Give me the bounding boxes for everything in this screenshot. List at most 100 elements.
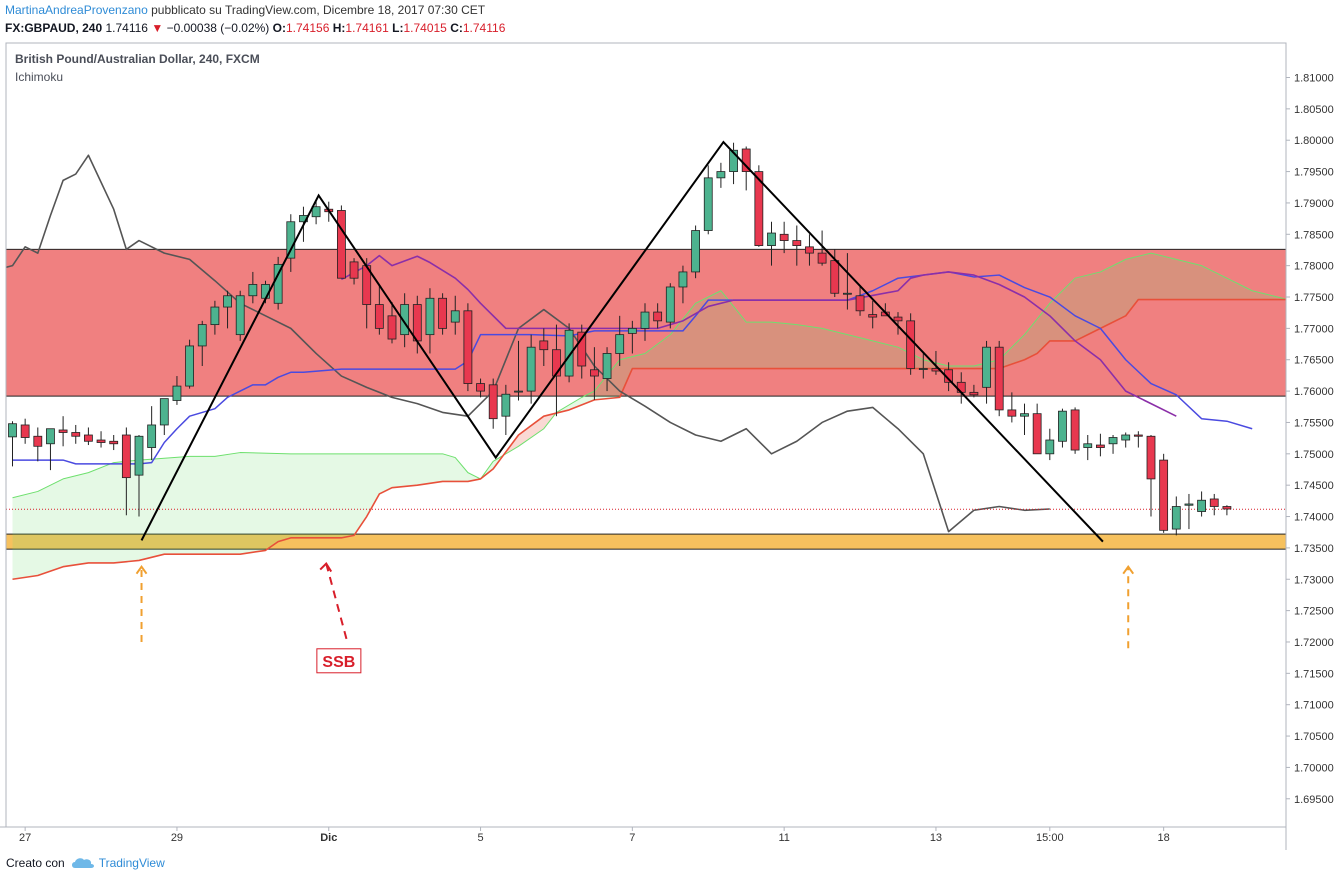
candle-body	[754, 171, 764, 246]
price-tick-label: 1.80500	[1294, 104, 1334, 116]
price-tick-label: 1.70000	[1294, 762, 1334, 774]
price-tick-label: 1.70500	[1294, 731, 1334, 743]
candle-body	[1032, 413, 1042, 455]
price-tick-label: 1.79000	[1294, 198, 1334, 210]
price-tick-label: 1.74500	[1294, 480, 1334, 492]
candle-body	[577, 331, 587, 367]
candle-body	[640, 311, 650, 329]
indicator-label[interactable]: Ichimoku	[15, 70, 64, 84]
candle-body	[729, 149, 738, 172]
price-tick-label: 1.80000	[1294, 135, 1334, 147]
down-triangle-icon: ▼	[151, 21, 164, 35]
price-tick-label: 1.74000	[1294, 512, 1334, 524]
price-tick-label: 1.77000	[1294, 323, 1334, 335]
price-tick-label: 1.76500	[1294, 355, 1334, 367]
ichimoku-lines-layer	[6, 154, 1286, 581]
open-label: O:	[272, 21, 286, 35]
time-tick-label: 29	[171, 832, 183, 844]
candle-body	[1045, 439, 1055, 455]
candle-body	[349, 261, 359, 279]
ichimoku-cloud-layer	[12, 253, 1286, 580]
candle-body	[514, 390, 523, 393]
symbol-label: FX:GBPAUD, 240	[5, 21, 103, 35]
footer: Creato con TradingView	[6, 856, 165, 870]
candle-body	[526, 346, 536, 392]
candle-body	[425, 297, 435, 336]
high-label: H:	[332, 21, 346, 35]
open-value: 1.74156	[286, 21, 330, 35]
candle-body	[463, 310, 473, 384]
candle-body	[1108, 437, 1118, 445]
price-change: −0.00038 (−0.02%)	[166, 21, 270, 35]
annotation-layer: SSB	[135, 561, 1135, 674]
ssb-arrow-head-icon	[319, 561, 333, 573]
low-label: L:	[392, 21, 404, 35]
candle-body	[602, 353, 612, 379]
chikou-span-line	[6, 154, 1050, 533]
price-tick-label: 1.76000	[1294, 386, 1334, 398]
author-link[interactable]: MartinaAndreaProvenzano	[5, 3, 148, 17]
candle-body	[1096, 444, 1105, 448]
candle-body	[653, 311, 663, 322]
time-tick-label: 27	[19, 832, 31, 844]
candle-body	[311, 206, 321, 218]
candle-body	[982, 346, 991, 388]
time-tick-label: 5	[477, 832, 483, 844]
candle-body	[741, 148, 751, 172]
published-text: pubblicato su TradingView.com, Dicembre …	[151, 3, 486, 17]
candle-body	[1209, 498, 1219, 507]
candle-body	[843, 292, 852, 295]
candle-body	[286, 221, 296, 259]
time-tick-label: 7	[629, 832, 635, 844]
candle-body	[615, 334, 625, 354]
close-value: 1.74116	[462, 21, 506, 35]
candle-body	[1058, 410, 1067, 442]
candle-body	[109, 440, 119, 445]
tradingview-link[interactable]: TradingView	[71, 856, 165, 870]
price-tick-label: 1.71500	[1294, 668, 1334, 680]
candle-body	[918, 368, 928, 370]
candle-body	[1083, 443, 1093, 448]
low-value: 1.74015	[403, 21, 447, 35]
publication-info: MartinaAndreaProvenzano pubblicato su Tr…	[5, 3, 485, 17]
candle-body	[906, 320, 916, 369]
candle-body	[501, 393, 511, 417]
candle-body	[969, 391, 979, 396]
candle-body	[691, 230, 700, 273]
last-price: 1.74116	[105, 21, 148, 35]
candle-body	[590, 369, 599, 377]
candle-body	[33, 435, 43, 447]
ssb-arrow-shaft	[325, 563, 348, 640]
price-tick-label: 1.71000	[1294, 700, 1334, 712]
candle-body	[84, 434, 93, 442]
candle-body	[1020, 413, 1029, 417]
candle-body	[716, 171, 726, 179]
candle-body	[400, 304, 410, 336]
price-tick-label: 1.78000	[1294, 261, 1334, 273]
price-tick-label: 1.75500	[1294, 417, 1334, 429]
support-arrow-head-icon	[1122, 564, 1135, 575]
candle-body	[792, 240, 802, 246]
candle-body	[539, 340, 549, 351]
candle-body	[159, 398, 169, 426]
candle-body	[121, 434, 131, 479]
senkou-span-a-line	[12, 252, 1286, 499]
chart-title: British Pound/Australian Dollar, 240, FX…	[15, 52, 260, 66]
price-tick-label: 1.73000	[1294, 574, 1334, 586]
candle-body	[172, 385, 182, 401]
candle-body	[1222, 506, 1232, 510]
price-tick-label: 1.69500	[1294, 794, 1334, 806]
candle-body	[210, 306, 220, 326]
close-label: C:	[450, 21, 463, 35]
price-tick-label: 1.79500	[1294, 167, 1334, 179]
pattern-layer	[140, 140, 1104, 543]
candle-body	[134, 435, 144, 476]
zones-layer	[5, 248, 1287, 550]
plot-frame	[5, 42, 1287, 828]
candle-body	[678, 271, 688, 288]
kijun-sen-line	[341, 254, 1177, 417]
tradingview-cloud-icon	[71, 858, 94, 868]
candle-body	[779, 233, 789, 241]
candle-body	[235, 295, 245, 336]
